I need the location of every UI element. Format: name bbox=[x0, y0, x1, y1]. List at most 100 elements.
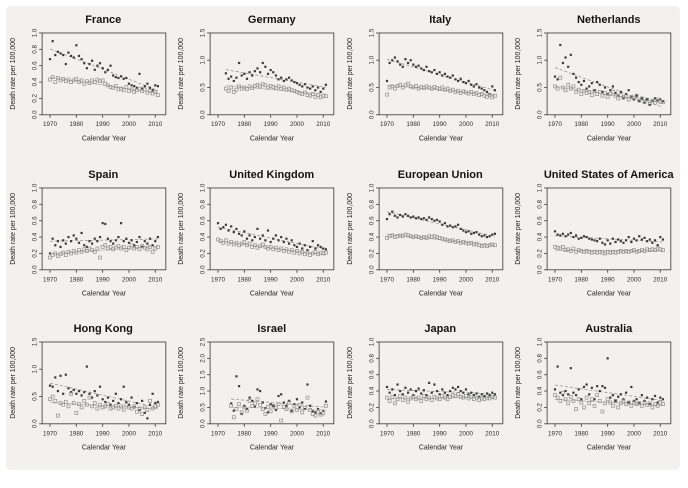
data-point bbox=[285, 78, 288, 81]
data-point bbox=[261, 82, 265, 87]
data-point bbox=[384, 92, 389, 97]
y-axis-label: Death rate per 100,000 bbox=[515, 38, 522, 110]
data-point bbox=[93, 68, 96, 71]
data-point bbox=[284, 407, 289, 412]
data-point bbox=[317, 408, 320, 411]
data-point bbox=[567, 393, 570, 396]
data-point bbox=[619, 239, 623, 242]
data-point bbox=[448, 238, 452, 243]
data-point bbox=[567, 65, 570, 68]
data-point bbox=[295, 90, 300, 94]
x-tick-label: 1970 bbox=[548, 121, 562, 128]
data-point bbox=[648, 401, 652, 406]
data-point bbox=[248, 241, 252, 246]
data-point bbox=[448, 88, 452, 93]
y-tick-label: 1.0 bbox=[31, 183, 38, 192]
data-point bbox=[271, 404, 276, 408]
data-point bbox=[635, 94, 638, 97]
data-point bbox=[579, 401, 584, 405]
x-axis-label: Calendar Year bbox=[82, 445, 127, 452]
x-tick-label: 2000 bbox=[459, 121, 473, 128]
data-point bbox=[122, 77, 125, 80]
data-point bbox=[451, 225, 454, 229]
y-tick-label: 0.4 bbox=[537, 232, 544, 241]
data-point bbox=[395, 397, 400, 402]
data-point bbox=[121, 244, 126, 249]
data-point bbox=[135, 402, 138, 405]
data-point bbox=[301, 247, 304, 250]
data-point bbox=[638, 234, 641, 238]
data-point bbox=[285, 405, 288, 408]
chart-panel-israel: Israel 1970 1980 1990 2000 2010 0.0 0.5 1.0 1.5 2… bbox=[175, 315, 344, 470]
x-tick-label: 2000 bbox=[122, 276, 136, 283]
y-tick-label: 1.5 bbox=[200, 370, 207, 379]
data-point bbox=[422, 68, 425, 72]
plot-frame bbox=[378, 32, 504, 116]
data-point bbox=[124, 237, 128, 240]
data-point bbox=[640, 247, 644, 252]
data-point bbox=[316, 410, 321, 415]
plot-frame bbox=[41, 32, 167, 116]
data-point bbox=[47, 77, 52, 82]
data-point bbox=[564, 56, 567, 59]
data-point bbox=[392, 401, 397, 406]
data-point bbox=[140, 412, 144, 417]
data-point bbox=[282, 240, 286, 243]
y-tick-label: 0.0 bbox=[537, 110, 544, 119]
data-point bbox=[454, 388, 457, 391]
data-point bbox=[325, 247, 328, 251]
x-axis-label: Calendar Year bbox=[587, 445, 632, 452]
data-point bbox=[595, 393, 600, 398]
data-point bbox=[85, 365, 88, 368]
data-point bbox=[396, 60, 399, 63]
data-point bbox=[143, 239, 146, 242]
data-point bbox=[387, 85, 392, 90]
data-point bbox=[613, 250, 618, 255]
data-point bbox=[153, 90, 157, 94]
data-point bbox=[290, 238, 294, 242]
data-point bbox=[438, 220, 441, 223]
data-point bbox=[95, 246, 99, 251]
data-point bbox=[608, 250, 613, 255]
data-point bbox=[53, 399, 57, 404]
data-point bbox=[56, 390, 59, 393]
data-point bbox=[261, 233, 265, 237]
data-point bbox=[293, 80, 296, 84]
y-tick-label: 0.5 bbox=[368, 83, 375, 92]
data-point bbox=[437, 235, 442, 240]
data-point bbox=[429, 398, 434, 403]
data-point bbox=[288, 242, 291, 245]
chart-plot: 1970 1980 1990 2000 2010 0.0 0.2 0.4 0.6 0.8 1.0 Ca… bbox=[515, 337, 672, 452]
data-point bbox=[446, 394, 449, 397]
data-point bbox=[48, 58, 51, 61]
x-tick-label: 1990 bbox=[432, 121, 446, 128]
data-point bbox=[390, 210, 394, 213]
data-point bbox=[583, 234, 586, 238]
data-point bbox=[637, 401, 642, 406]
data-point bbox=[656, 97, 660, 102]
data-point bbox=[553, 393, 558, 398]
data-point bbox=[324, 250, 329, 255]
data-point bbox=[650, 247, 655, 251]
data-point bbox=[90, 242, 93, 245]
data-point bbox=[242, 239, 247, 244]
data-point bbox=[130, 84, 133, 87]
plot-frame bbox=[546, 32, 672, 116]
data-point bbox=[619, 393, 623, 396]
data-point bbox=[440, 223, 444, 226]
data-point bbox=[641, 97, 644, 100]
data-point bbox=[598, 390, 602, 393]
data-point bbox=[248, 233, 251, 237]
data-point bbox=[592, 88, 597, 93]
data-point bbox=[430, 71, 433, 74]
data-point bbox=[90, 59, 93, 62]
data-point bbox=[614, 91, 617, 95]
data-point bbox=[55, 414, 60, 418]
data-point bbox=[393, 394, 396, 397]
data-point bbox=[569, 86, 573, 91]
y-tick-label: 0.6 bbox=[368, 370, 375, 379]
data-point bbox=[322, 409, 325, 413]
y-tick-label: 0.4 bbox=[537, 387, 544, 396]
data-point bbox=[642, 401, 647, 405]
data-point bbox=[556, 396, 560, 400]
